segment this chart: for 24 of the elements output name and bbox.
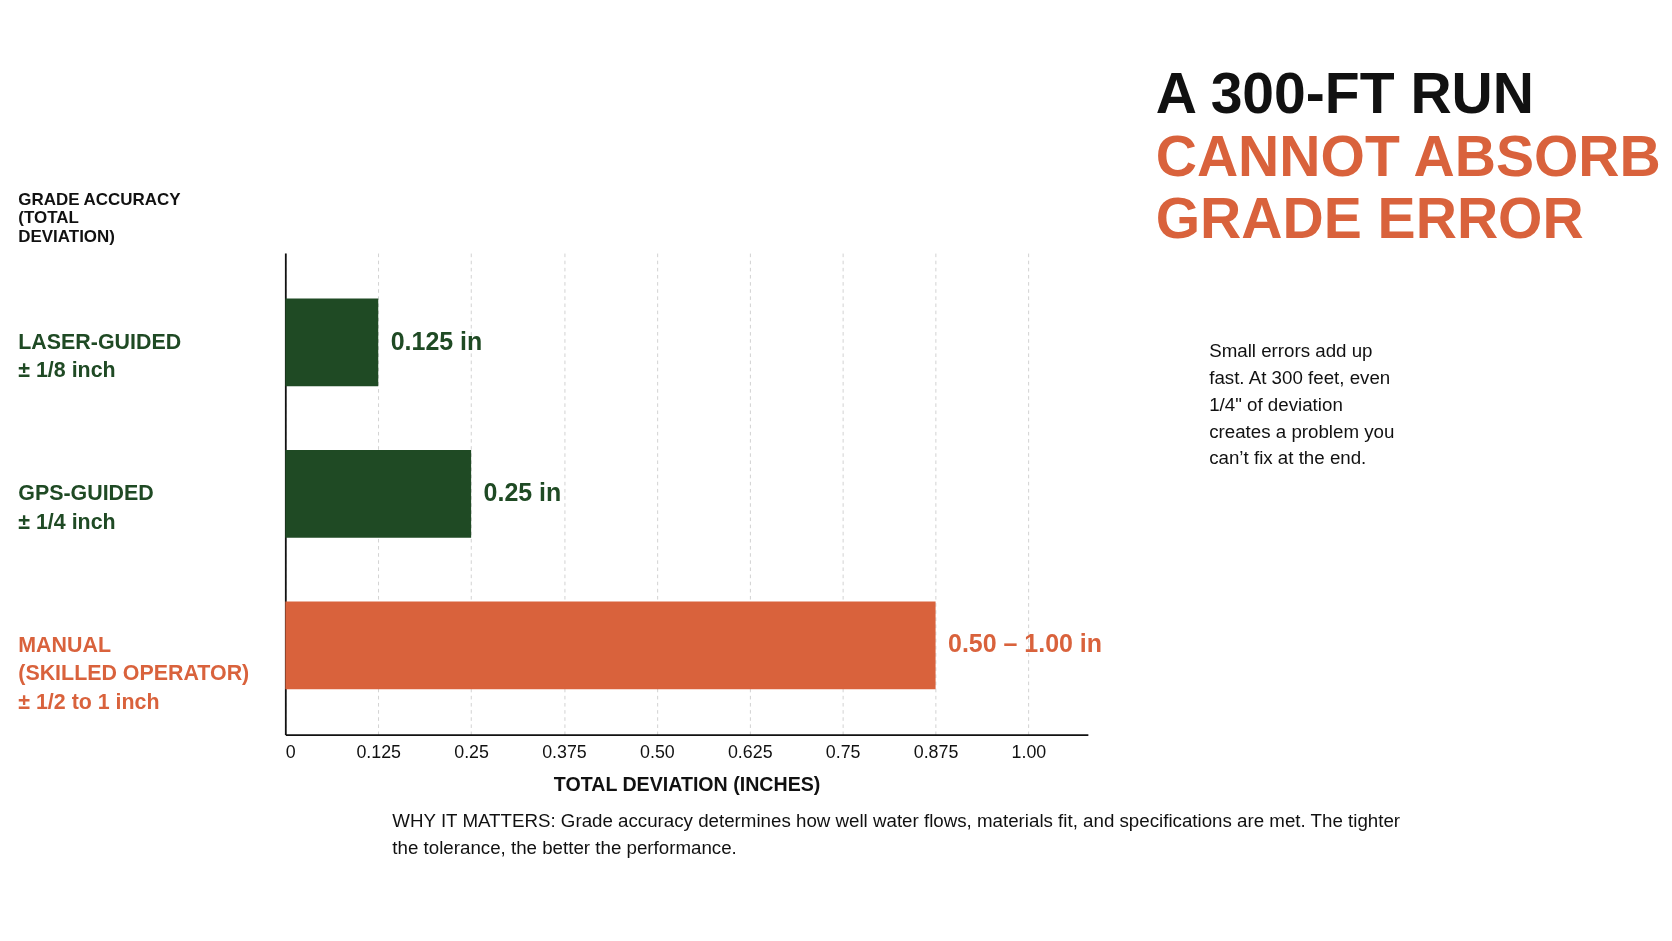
text: CANNOT ABSORB GRADE ERROR [1155,123,1661,250]
x-tick-label: 0.50 [640,742,675,763]
annotation: 0.50 – 1.00 in [948,629,1103,658]
text: WHY IT MATTERS: Grade accuracy determines how well water flows, materials fit, and specifications are met. The tighter the tolerance, the better the performance. [392,810,1401,859]
x-tick-label: 0.25 [454,742,490,763]
x-tick-label: 0.125 [356,742,402,763]
text: A 300-FT RUN [1155,61,1535,126]
y-axis-title: GRADE ACCURACY (TOTAL DEVIATION) [18,189,182,246]
data-label: 0.125 in [390,326,483,355]
x-tick-label: 0.75 [825,742,861,763]
x-tick-label: 0.625 [727,742,773,763]
x-axis-title: TOTAL DEVIATION (INCHES) [553,773,821,796]
x-tick-label: 0 [285,742,296,763]
bar [285,449,472,538]
x-tick-label: 0.875 [913,742,959,763]
y-tick-label: GPS-GUIDED ± 1/4 inch [18,481,154,534]
bar [285,601,936,690]
y-tick-label: LASER-GUIDED ± 1/8 inch [18,329,182,383]
text: Small errors add up fast. At 300 feet, even 1/4" of deviation creates a problem you can’t fix at the end. [1209,340,1395,469]
x-tick-label: 0.375 [542,742,587,763]
y-tick-label: MANUAL (SKILLED OPERATOR) ± 1/2 to 1 inch [18,632,250,714]
bar [285,298,379,387]
x-tick-label: 1.00 [1011,742,1047,763]
data-label: 0.25 in [483,478,562,507]
